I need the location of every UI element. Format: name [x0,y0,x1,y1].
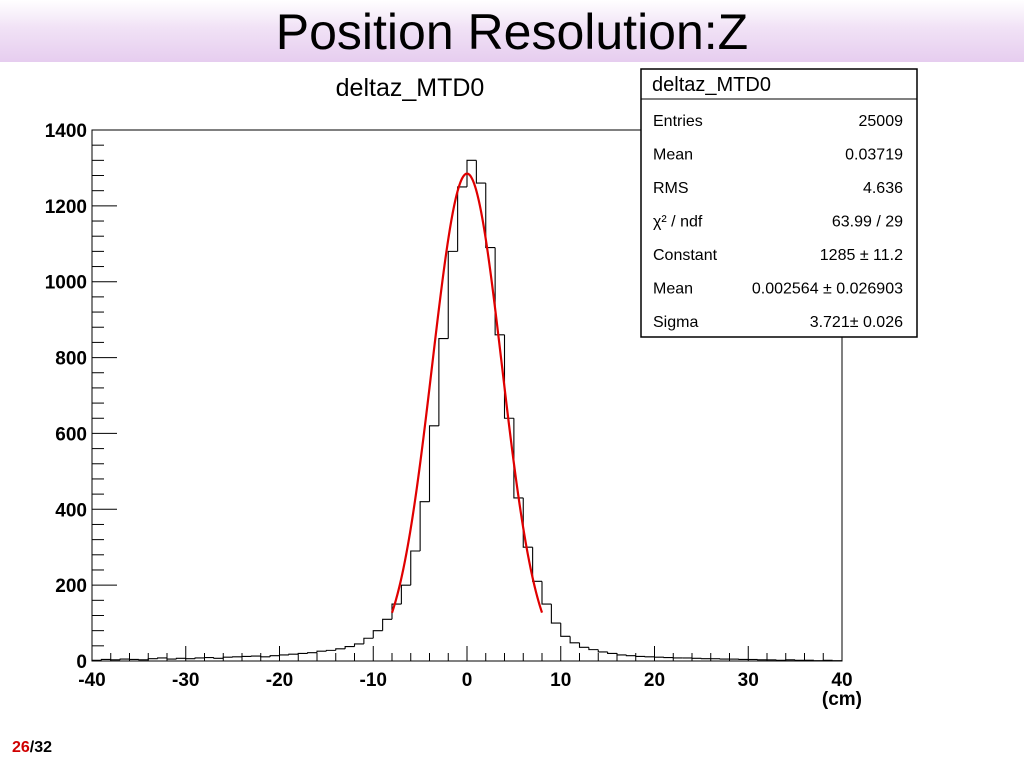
histogram-bin [597,649,608,653]
histogram-bin [616,653,627,656]
histogram-bin [325,649,336,652]
histogram-bin [119,658,130,660]
histogram-bin [541,581,552,605]
histogram-bin [494,247,505,336]
x-tick-label: -10 [360,670,387,691]
histogram-bin [550,604,561,624]
stats-row-value: 4.636 [863,180,903,197]
histogram-bin [166,657,177,660]
histogram-bin [363,637,374,644]
histogram-bin [447,250,458,339]
histogram-bin [353,643,364,647]
x-tick-label: -40 [78,670,105,691]
slide-title: Position Resolution:Z [275,4,749,60]
stats-row-label: χ² / ndf [653,214,703,231]
title-band [0,0,1024,62]
histogram-bin [625,654,636,657]
histogram-bin [607,651,617,654]
stats-row-label: RMS [653,180,689,197]
y-tick-label: 0 [76,652,87,673]
y-tick-label: 200 [55,576,87,597]
histogram-bin [307,652,317,654]
page-current: 26 [12,739,30,756]
chart-title: deltaz_MTD0 [336,74,485,102]
fit-layer [390,172,544,614]
stats-row-value: 1285 ± 11.2 [820,247,903,264]
histogram-bin [560,623,571,637]
histogram-bin [635,655,646,657]
histogram-bin [269,655,280,657]
x-tick-label: 30 [738,670,759,691]
histogram-bin [157,657,167,659]
stats-row-value: 0.03719 [845,147,903,164]
histogram-bin [175,657,186,660]
stats-box: deltaz_MTD0 Entries 25009 Mean 0.03719 RMS 4.… [640,68,918,338]
histogram-bin [147,658,158,660]
histogram-bin [372,630,383,639]
histogram-bin [344,646,355,649]
stats-row-label: Entries [653,113,703,130]
histogram-bin [457,186,467,252]
stats-row-label: Sigma [653,314,698,331]
stats-box-title: deltaz_MTD0 [652,74,771,96]
histogram-bin [466,159,477,187]
y-tick-label: 400 [55,500,87,521]
stats-row-label: Mean [653,147,693,164]
histogram-bin [578,642,589,648]
histogram-bin [569,636,580,644]
histogram-bin [485,183,496,249]
histogram-layer [91,159,843,662]
x-tick-label: 20 [644,670,665,691]
histogram-bin [522,497,533,548]
fit-curve [390,172,544,614]
x-tick-label: 40 [831,670,852,691]
stats-row-label: Mean [653,281,693,298]
stats-rows: Entries 25009 Mean 0.03719 RMS 4.636 χ² / ndf 6… [653,113,903,331]
histogram-bin [194,657,205,659]
histogram-bin [391,603,402,620]
x-tick-label: 10 [550,670,571,691]
histogram-bin [316,650,327,653]
x-axis-label: (cm) [822,689,862,710]
y-tick-label: 1400 [45,121,87,142]
stats-row-label: Constant [653,247,718,264]
y-tick-label: 1000 [45,273,87,294]
histogram-bin [260,656,271,658]
histogram-bin [588,647,599,651]
page-separator: / [29,739,35,756]
y-tick-label: 1200 [45,197,87,218]
histogram-bin [532,547,542,582]
histogram-bin [278,654,289,656]
x-tick-label: 0 [462,670,473,691]
histogram-bin [213,657,224,659]
page-number: 26/32 [12,739,52,757]
y-tick-label: 800 [55,349,87,370]
histogram-bin [410,550,421,586]
histogram-bin [428,425,439,502]
x-tick-label: -30 [172,670,199,691]
histogram-bin [503,334,514,419]
histogram-bin [100,658,111,661]
histogram-bin [335,648,346,651]
histogram-bin [513,418,524,499]
histogram-bin [222,656,233,659]
stats-row-value: 25009 [859,113,904,130]
histogram-bin [400,584,411,605]
stats-row-value: 0.002564 ± 0.026903 [752,281,903,298]
histogram-bin [475,160,486,184]
stats-row-value: 3.721± 0.026 [810,314,903,331]
y-tick-label: 600 [55,424,87,445]
histogram-bin [438,338,449,426]
page-total: 32 [34,739,53,756]
histogram-bin [419,501,430,552]
axis-layer: 0 200 400 600 800 1000 1200 1400 -40 -30 -20 -10 0 10… [45,121,853,691]
stats-box-frame [640,68,918,338]
histogram-bin [382,618,392,631]
histogram-bin [297,652,308,655]
stats-row-value: 63.99 / 29 [832,214,903,231]
x-tick-label: -20 [266,670,293,691]
histogram-bin [288,653,299,655]
